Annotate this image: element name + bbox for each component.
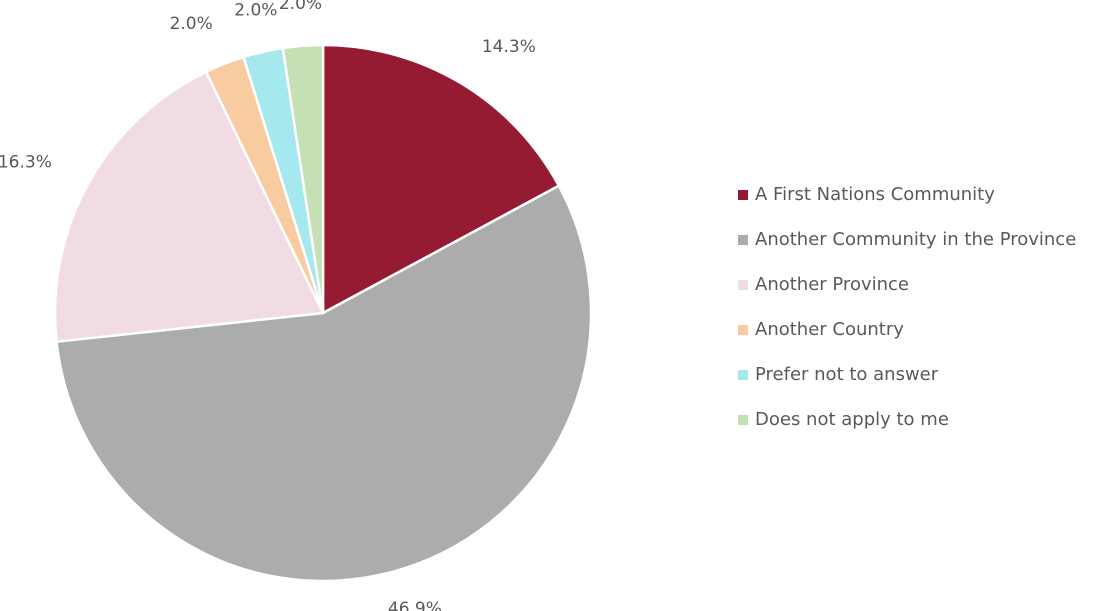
legend-label: Prefer not to answer [755,364,939,385]
legend-swatch [738,190,748,200]
data-label: 2.0% [234,1,277,21]
legend-swatch [738,235,748,245]
legend-swatch [738,280,748,290]
pie-slice [321,43,561,316]
pie-slice [281,43,325,314]
legend-label: Another Country [755,319,904,340]
data-label: 14.3% [482,37,536,57]
pie-slice [53,70,325,344]
legend-swatch [738,370,748,380]
legend-label: Does not apply to me [755,409,949,430]
legend-swatch [738,325,748,335]
legend-label: A First Nations Community [755,184,995,205]
data-label: 16.3% [0,153,52,173]
legend-label: Another Community in the Province [755,229,1076,250]
data-label: 2.0% [170,14,213,34]
legend-label: Another Province [755,274,909,295]
pie-slice [55,184,593,583]
legend-swatch [738,415,748,425]
data-label: 2.0% [279,0,322,14]
data-label: 46.9% [388,599,442,611]
